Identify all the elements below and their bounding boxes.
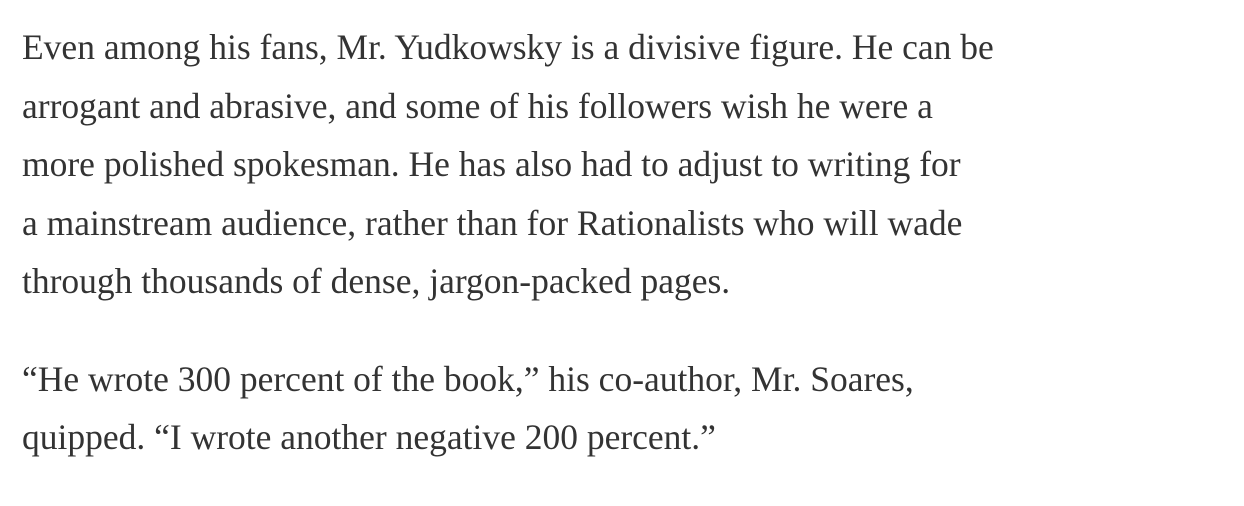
text-line: quipped. “I wrote another negative 200 p… [22,417,716,457]
text-line: Even among his fans, Mr. Yudkowsky is a … [22,27,994,67]
article-body: Even among his fans, Mr. Yudkowsky is a … [22,18,1232,506]
quote-paragraph: “He wrote 300 percent of the book,” his … [22,350,1232,467]
text-line: through thousands of dense, jargon-packe… [22,261,731,301]
text-line: more polished spokesman. He has also had… [22,144,961,184]
text-line: a mainstream audience, rather than for R… [22,202,963,243]
text-line: arrogant and abrasive, and some of his f… [22,85,933,126]
paragraph: Even among his fans, Mr. Yudkowsky is a … [22,18,1232,311]
text-line: “He wrote 300 percent of the book,” his … [22,358,914,399]
